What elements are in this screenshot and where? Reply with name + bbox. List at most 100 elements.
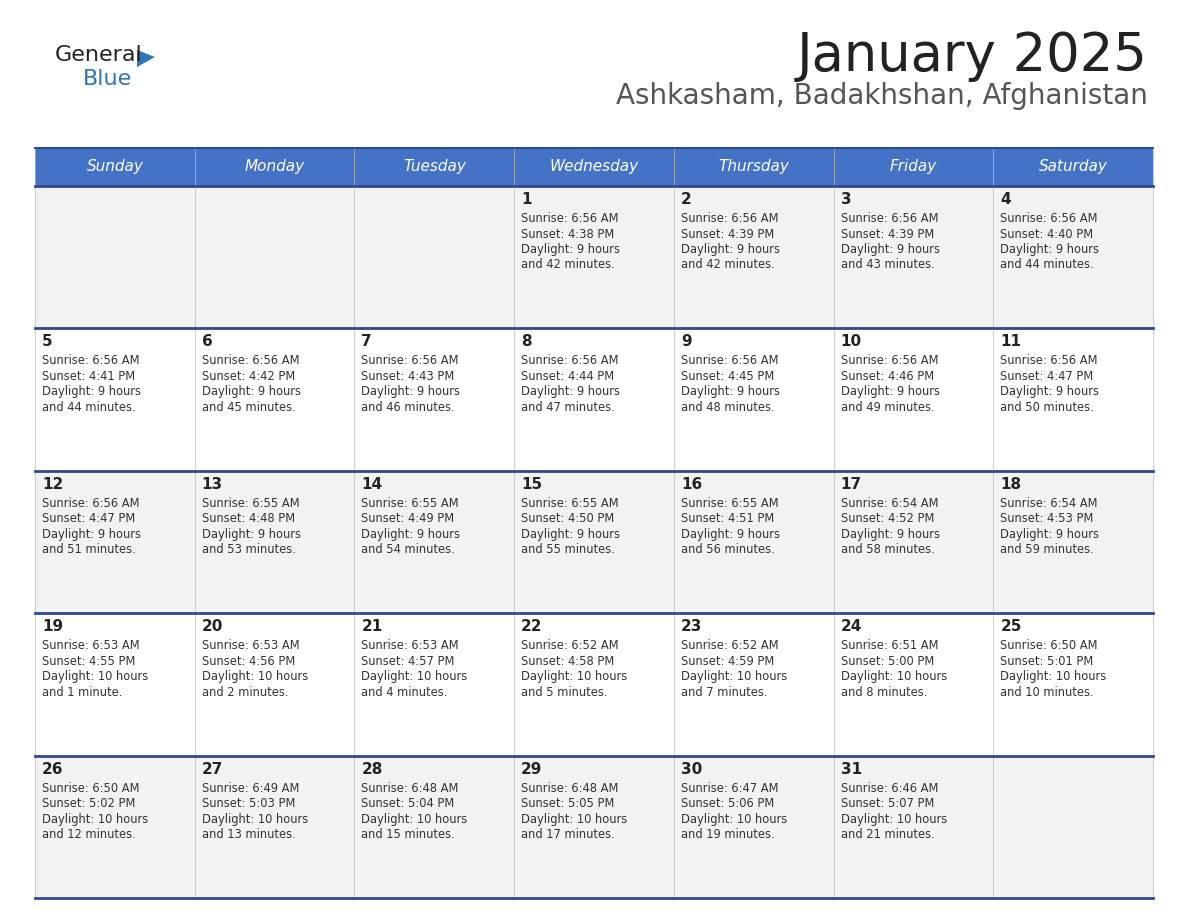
Text: 21: 21 [361,620,383,634]
Text: 13: 13 [202,476,223,492]
Text: Daylight: 10 hours: Daylight: 10 hours [42,670,148,683]
Text: 5: 5 [42,334,52,350]
Bar [34,329,1154,471]
Text: 12: 12 [42,476,63,492]
Text: Sunrise: 6:55 AM: Sunrise: 6:55 AM [202,497,299,509]
Text: Daylight: 9 hours: Daylight: 9 hours [522,528,620,541]
Text: and 54 minutes.: and 54 minutes. [361,543,455,556]
Text: and 50 minutes.: and 50 minutes. [1000,401,1094,414]
Text: Sunset: 4:59 PM: Sunset: 4:59 PM [681,655,775,667]
Text: Sunset: 4:41 PM: Sunset: 4:41 PM [42,370,135,383]
Text: 11: 11 [1000,334,1022,350]
Text: Sunrise: 6:50 AM: Sunrise: 6:50 AM [42,781,139,795]
Text: and 44 minutes.: and 44 minutes. [42,401,135,414]
Text: and 1 minute.: and 1 minute. [42,686,122,699]
Text: Sunset: 4:50 PM: Sunset: 4:50 PM [522,512,614,525]
Text: Daylight: 9 hours: Daylight: 9 hours [1000,528,1099,541]
Text: and 19 minutes.: and 19 minutes. [681,828,775,841]
Text: Daylight: 9 hours: Daylight: 9 hours [361,386,461,398]
Text: Thursday: Thursday [719,160,789,174]
Text: Daylight: 10 hours: Daylight: 10 hours [361,812,468,825]
Text: Sunset: 5:05 PM: Sunset: 5:05 PM [522,797,614,810]
Bar [674,148,834,186]
Text: 6: 6 [202,334,213,350]
Text: Sunrise: 6:56 AM: Sunrise: 6:56 AM [522,354,619,367]
Text: Sunset: 4:49 PM: Sunset: 4:49 PM [361,512,455,525]
Text: and 5 minutes.: and 5 minutes. [522,686,607,699]
Text: Wednesday: Wednesday [549,160,639,174]
Text: and 17 minutes.: and 17 minutes. [522,828,615,841]
Text: 25: 25 [1000,620,1022,634]
Text: Sunset: 5:00 PM: Sunset: 5:00 PM [841,655,934,667]
Text: 24: 24 [841,620,862,634]
Text: and 48 minutes.: and 48 minutes. [681,401,775,414]
Text: and 7 minutes.: and 7 minutes. [681,686,767,699]
Text: Daylight: 9 hours: Daylight: 9 hours [681,386,779,398]
Text: Sunrise: 6:56 AM: Sunrise: 6:56 AM [361,354,459,367]
Text: and 13 minutes.: and 13 minutes. [202,828,296,841]
Text: 26: 26 [42,762,63,777]
Text: Sunrise: 6:51 AM: Sunrise: 6:51 AM [841,639,939,652]
Text: and 42 minutes.: and 42 minutes. [681,259,775,272]
Text: Sunset: 4:52 PM: Sunset: 4:52 PM [841,512,934,525]
Text: and 10 minutes.: and 10 minutes. [1000,686,1094,699]
Text: Friday: Friday [890,160,937,174]
Text: Sunset: 4:56 PM: Sunset: 4:56 PM [202,655,295,667]
Text: Sunrise: 6:56 AM: Sunrise: 6:56 AM [1000,354,1098,367]
Text: 17: 17 [841,476,861,492]
Text: and 42 minutes.: and 42 minutes. [522,259,615,272]
Bar [34,471,1154,613]
Text: Sunset: 5:02 PM: Sunset: 5:02 PM [42,797,135,810]
Text: Monday: Monday [245,160,304,174]
Text: Sunset: 4:55 PM: Sunset: 4:55 PM [42,655,135,667]
Text: 27: 27 [202,762,223,777]
Text: Sunrise: 6:46 AM: Sunrise: 6:46 AM [841,781,939,795]
Bar [34,186,1154,329]
Text: Daylight: 10 hours: Daylight: 10 hours [42,812,148,825]
Text: Sunrise: 6:56 AM: Sunrise: 6:56 AM [681,354,778,367]
Text: Sunset: 4:38 PM: Sunset: 4:38 PM [522,228,614,241]
Text: Sunset: 4:53 PM: Sunset: 4:53 PM [1000,512,1094,525]
Text: 9: 9 [681,334,691,350]
Text: Sunset: 4:42 PM: Sunset: 4:42 PM [202,370,295,383]
Bar [34,613,1154,756]
Text: and 55 minutes.: and 55 minutes. [522,543,615,556]
Text: Daylight: 10 hours: Daylight: 10 hours [681,670,788,683]
Text: Sunrise: 6:56 AM: Sunrise: 6:56 AM [841,212,939,225]
Text: and 47 minutes.: and 47 minutes. [522,401,615,414]
Text: Daylight: 9 hours: Daylight: 9 hours [202,528,301,541]
Text: 23: 23 [681,620,702,634]
Text: 28: 28 [361,762,383,777]
Text: Sunset: 5:01 PM: Sunset: 5:01 PM [1000,655,1093,667]
Text: January 2025: January 2025 [797,30,1148,82]
Text: and 45 minutes.: and 45 minutes. [202,401,296,414]
Text: Daylight: 10 hours: Daylight: 10 hours [681,812,788,825]
Bar [195,148,354,186]
Text: 14: 14 [361,476,383,492]
Text: 4: 4 [1000,192,1011,207]
Text: Daylight: 9 hours: Daylight: 9 hours [681,528,779,541]
Text: Blue: Blue [83,69,132,89]
Text: 20: 20 [202,620,223,634]
Bar [993,148,1154,186]
Text: 7: 7 [361,334,372,350]
Text: Sunrise: 6:56 AM: Sunrise: 6:56 AM [841,354,939,367]
Text: 1: 1 [522,192,532,207]
Text: and 58 minutes.: and 58 minutes. [841,543,934,556]
Text: Daylight: 9 hours: Daylight: 9 hours [42,528,141,541]
Bar [34,148,195,186]
Bar [514,148,674,186]
Text: Sunrise: 6:49 AM: Sunrise: 6:49 AM [202,781,299,795]
Text: Sunset: 4:39 PM: Sunset: 4:39 PM [841,228,934,241]
Text: Sunrise: 6:56 AM: Sunrise: 6:56 AM [42,497,139,509]
Text: Tuesday: Tuesday [403,160,466,174]
Text: 18: 18 [1000,476,1022,492]
Text: Sunrise: 6:56 AM: Sunrise: 6:56 AM [1000,212,1098,225]
Text: Sunset: 4:46 PM: Sunset: 4:46 PM [841,370,934,383]
Text: Sunset: 4:39 PM: Sunset: 4:39 PM [681,228,775,241]
Text: Sunrise: 6:55 AM: Sunrise: 6:55 AM [681,497,778,509]
Text: and 51 minutes.: and 51 minutes. [42,543,135,556]
Text: and 15 minutes.: and 15 minutes. [361,828,455,841]
Bar [354,148,514,186]
Text: Sunset: 5:06 PM: Sunset: 5:06 PM [681,797,775,810]
